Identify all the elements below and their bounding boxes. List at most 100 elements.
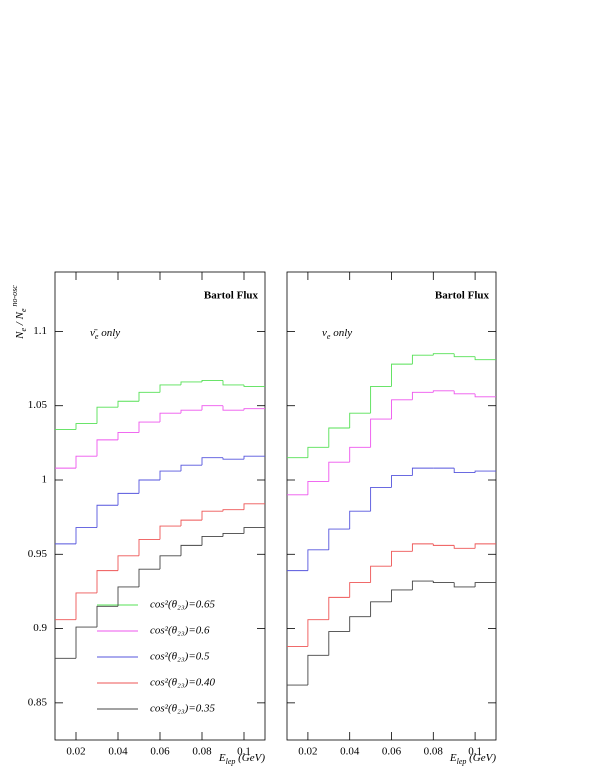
step-bin [474, 582, 496, 587]
step-bin [180, 519, 202, 527]
step-bin [117, 555, 139, 571]
label-part: lep [226, 757, 236, 766]
step-bin [243, 455, 265, 460]
x-axis-label: Elep (GeV) [218, 752, 265, 767]
step-bin [391, 363, 413, 387]
label-part: no-osc [10, 285, 19, 309]
step-bin [96, 406, 118, 424]
step-bin [370, 601, 392, 617]
step-bin [180, 381, 202, 385]
step-bin [243, 384, 265, 387]
step-bin [138, 391, 160, 402]
step-bin [243, 503, 265, 510]
step-bin [96, 570, 118, 593]
step-bin [180, 464, 202, 472]
x-tick-label: 0.08 [424, 746, 444, 758]
label-part: only [330, 327, 352, 339]
y-tick-label: 1 [42, 474, 48, 486]
step-bin [349, 446, 371, 463]
step-bin [474, 543, 496, 549]
step-bin [349, 582, 371, 598]
step-bin [117, 492, 139, 506]
step-bin [75, 592, 97, 620]
step-bin [411, 391, 434, 400]
x-tick-label: 0.1 [468, 746, 482, 758]
step-bin [411, 467, 434, 476]
label-part: only [98, 327, 120, 339]
step-bin [453, 390, 476, 395]
step-bin [159, 384, 181, 393]
y-tick-label: 0.85 [28, 696, 48, 708]
x-tick-label: 0.1 [237, 746, 251, 758]
label-part: e [327, 332, 331, 341]
step-bin [222, 405, 244, 411]
step-bin [159, 525, 181, 540]
plot-frame [54, 271, 266, 741]
step-bin [222, 533, 244, 537]
label-part: E [218, 752, 226, 764]
step-bin [391, 550, 413, 567]
panel-label: νe only [322, 327, 352, 342]
step-bin [307, 654, 329, 686]
step-bin [328, 427, 350, 448]
x-tick-label: 0.02 [298, 746, 317, 758]
step-bin [96, 439, 118, 457]
step-bin [453, 468, 476, 474]
label-part: lep [457, 757, 467, 766]
y-tick-label: 0.95 [28, 548, 48, 560]
step-bin [349, 510, 371, 530]
step-bin [117, 586, 139, 607]
legend-label: cos²(θ₂₃)=0.35 [150, 703, 216, 715]
legend-label: cos²(θ₂₃)=0.65 [150, 599, 216, 611]
step-bin [159, 470, 181, 480]
step-bin [453, 545, 476, 549]
step-bin [222, 380, 244, 386]
step-bin [411, 354, 434, 365]
label-part: / N [14, 311, 26, 328]
legend-label: cos²(θ₂₃)=0.40 [150, 677, 216, 689]
step-bin [328, 596, 350, 620]
label-part: N [14, 331, 26, 340]
x-tick-label: 0.04 [108, 746, 128, 758]
step-bin [307, 619, 329, 647]
step-bin [96, 605, 118, 628]
step-bin [75, 423, 97, 430]
x-tick-label: 0.02 [66, 746, 85, 758]
step-bin [159, 412, 181, 423]
step-bin [180, 409, 202, 414]
legend-label: cos²(θ₂₃)=0.6 [150, 625, 210, 637]
step-bin [201, 380, 223, 382]
step-bin [75, 626, 97, 659]
x-tick-label: 0.06 [382, 746, 402, 758]
step-bin [75, 527, 97, 544]
x-axis-label: Elep (GeV) [449, 752, 496, 767]
step-bin [201, 510, 223, 521]
step-bin [328, 461, 350, 482]
step-bin [328, 528, 350, 550]
y-tick-label: 1.05 [28, 399, 48, 411]
y-axis-label: Ne / Ne no-osc [10, 285, 28, 340]
step-bin [138, 479, 160, 494]
step-bin [328, 631, 350, 656]
step-bin [370, 486, 392, 512]
step-bin [307, 481, 329, 495]
step-bin [307, 549, 329, 571]
step-bin [432, 353, 455, 356]
step-bin [391, 399, 413, 420]
plot-frame [286, 271, 497, 741]
annotation: Bartol Flux [435, 290, 490, 302]
step-bin [75, 455, 97, 469]
step-bin [117, 400, 139, 408]
step-bin [138, 568, 160, 587]
step-bin [222, 509, 244, 512]
x-tick-label: 0.04 [340, 746, 360, 758]
step-bin [159, 555, 181, 570]
step-bin [243, 408, 265, 411]
step-bin [432, 581, 455, 583]
x-tick-label: 0.06 [150, 746, 170, 758]
step-bin [180, 544, 202, 556]
step-bin [453, 582, 476, 588]
step-bin [453, 353, 476, 358]
label-part: (GeV) [466, 752, 496, 764]
